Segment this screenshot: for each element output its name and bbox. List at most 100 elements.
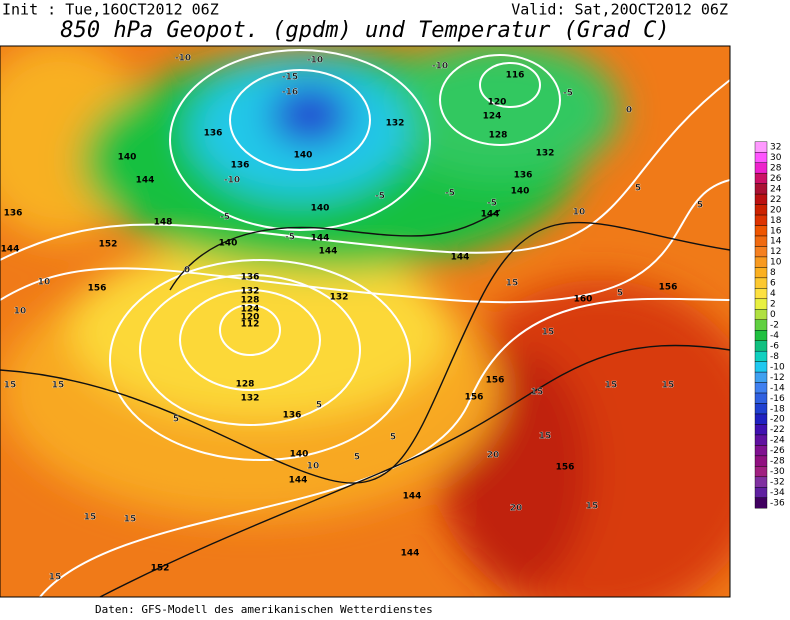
colorbar-label: -12 <box>770 373 785 383</box>
geopotential-label: 152 <box>99 240 118 250</box>
colorbar-swatch <box>754 361 768 373</box>
geopotential-label: 140 <box>294 151 313 161</box>
isotherm-label: 15 <box>506 279 519 289</box>
isotherm-label: 15 <box>542 328 555 338</box>
colorbar-label: -16 <box>770 394 785 404</box>
geopotential-label: 136 <box>4 209 23 219</box>
geopotential-label: 132 <box>241 394 260 404</box>
colorbar-swatch <box>754 466 768 478</box>
isotherm-label: 15 <box>662 381 675 391</box>
isotherm-label: 10 <box>573 208 586 218</box>
colorbar-swatch <box>754 277 768 289</box>
geopotential-label: 144 <box>403 492 422 502</box>
colorbar-swatch <box>754 288 768 300</box>
geopotential-label: 144 <box>481 210 500 220</box>
isotherm-label: -10 <box>175 54 191 64</box>
colorbar-label: 30 <box>770 153 782 163</box>
colorbar-swatch <box>754 487 768 498</box>
colorbar-label: -20 <box>770 415 785 425</box>
isotherm-label: -5 <box>563 89 573 99</box>
geopotential-label: 128 <box>241 296 260 306</box>
isotherm-label: -10 <box>432 62 448 72</box>
colorbar-swatch <box>754 403 768 415</box>
colorbar-swatch <box>754 392 768 404</box>
isotherm-label: -5 <box>375 192 385 202</box>
isotherm-label: 5 <box>354 453 360 463</box>
isotherm-label: 10 <box>307 462 320 472</box>
geopotential-label: 140 <box>118 153 137 163</box>
isotherm-label: 15 <box>49 573 62 583</box>
colorbar-label: -26 <box>770 446 785 456</box>
isotherm-label: 0 <box>184 266 190 276</box>
colorbar-label: 12 <box>770 247 781 257</box>
isotherm-label: 5 <box>173 415 179 425</box>
colorbar-swatch <box>754 183 768 195</box>
colorbar-swatch <box>754 330 768 341</box>
geopotential-label: 156 <box>659 283 678 293</box>
geopotential-label: 152 <box>151 564 170 574</box>
geopotential-label: 144 <box>136 176 155 186</box>
colorbar-label: -10 <box>770 362 785 372</box>
geopotential-label: 136 <box>241 273 260 283</box>
data-source: Daten: GFS-Modell des amerikanischen Wet… <box>95 603 433 616</box>
colorbar-label: 22 <box>770 195 781 205</box>
geopotential-label: 132 <box>386 119 405 129</box>
geopotential-label: 140 <box>511 187 530 197</box>
geopotential-label: 128 <box>489 131 508 141</box>
colorbar-label: 2 <box>770 300 776 310</box>
colorbar-swatch <box>754 476 768 488</box>
geopotential-label: 136 <box>231 161 250 171</box>
colorbar-swatch <box>754 193 768 205</box>
isotherm-label: -10 <box>224 176 240 186</box>
isotherm-label: 10 <box>38 278 51 288</box>
isotherm-label: -16 <box>282 88 298 98</box>
colorbar-swatch <box>754 424 768 436</box>
colorbar-label: -6 <box>770 341 779 351</box>
geopotential-label: 116 <box>506 71 525 81</box>
geopotential-label: 144 <box>289 476 308 486</box>
geopotential-label: 144 <box>1 245 20 255</box>
colorbar-label: 20 <box>770 205 782 215</box>
isotherm-label: -5 <box>285 233 295 243</box>
geopotential-label: 140 <box>311 204 330 214</box>
isotherm-label: 15 <box>84 513 97 523</box>
colorbar-label: -24 <box>770 436 785 446</box>
geopotential-label: 124 <box>241 305 260 315</box>
geopotential-label: 144 <box>319 247 338 257</box>
geopotential-label: 148 <box>154 218 173 228</box>
colorbar-label: 16 <box>770 226 782 236</box>
geopotential-label: 140 <box>219 239 238 249</box>
colorbar-label: 6 <box>770 279 776 289</box>
map-title: 850 hPa Geopot. (gpdm) und Temperatur (G… <box>60 18 669 43</box>
isotherm-label: 5 <box>697 201 703 211</box>
geopotential-label: 132 <box>330 293 349 303</box>
isotherm-label: 15 <box>605 381 618 391</box>
geopotential-label: 156 <box>556 463 575 473</box>
colorbar-swatch <box>754 267 768 279</box>
isotherm-label: 15 <box>586 502 599 512</box>
colorbar-swatch <box>754 235 768 247</box>
isotherm-label: 10 <box>14 307 27 317</box>
geopotential-label: 156 <box>486 376 505 386</box>
colorbar-label: 14 <box>770 237 782 247</box>
colorbar-swatch <box>754 172 768 184</box>
colorbar-label: -8 <box>770 352 779 362</box>
geopotential-label: 136 <box>204 129 223 139</box>
colorbar-label: 32 <box>770 143 781 153</box>
colorbar-label: -18 <box>770 404 785 414</box>
colorbar-swatch <box>754 455 768 467</box>
isotherm-label: 15 <box>531 388 544 398</box>
colorbar-swatch <box>754 350 768 362</box>
valid-time: Valid: Sat,20OCT2012 06Z <box>511 1 728 19</box>
colorbar-swatch <box>754 162 768 174</box>
isotherm-label: -5 <box>487 199 497 209</box>
colorbar-swatch <box>754 256 768 268</box>
geopotential-label: 156 <box>88 284 107 294</box>
isotherm-label: -15 <box>282 73 298 83</box>
isotherm-label: 20 <box>510 504 523 514</box>
isotherm-label: 5 <box>316 401 322 411</box>
isotherm-label: 15 <box>52 381 65 391</box>
geopotential-label: 120 <box>241 313 260 323</box>
colorbar-label: -22 <box>770 425 785 435</box>
